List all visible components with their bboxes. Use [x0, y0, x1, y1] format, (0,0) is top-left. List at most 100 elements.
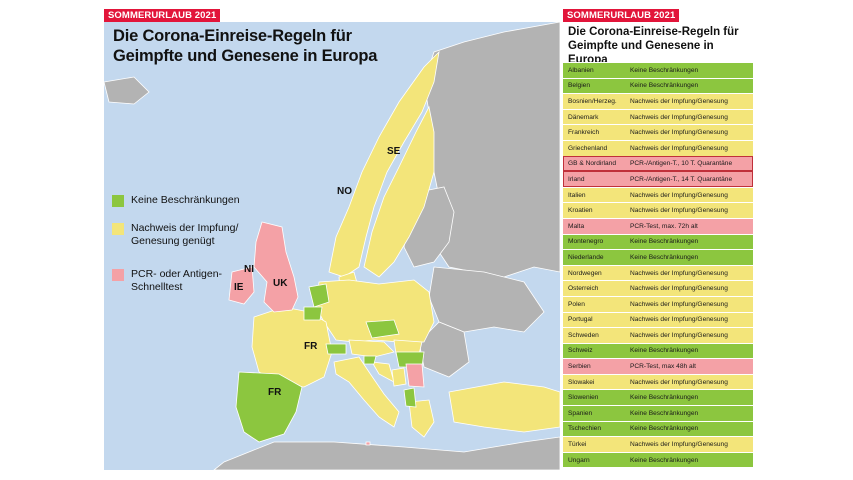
table-row: Nordwegen Nachweis der Impfung/Genesung	[563, 264, 753, 281]
label-uk: UK	[273, 278, 288, 289]
italy-shape	[333, 356, 400, 428]
montenegro-albania-shape	[403, 387, 417, 408]
row-country: Polen	[568, 300, 585, 308]
label-fr-north: FR	[304, 341, 318, 352]
header-tag-table: SOMMERURLAUB 2021	[563, 9, 680, 22]
row-rule: Nachweis der Impfung/Genesung	[630, 207, 728, 215]
row-country: Slowenien	[568, 394, 599, 402]
row-rule: Nachweis der Impfung/Genesung	[630, 300, 728, 308]
table-row: Spanien Keine Beschränkungen	[563, 405, 753, 421]
row-country: Schweiz	[568, 347, 593, 355]
row-country: Portugal	[568, 316, 593, 324]
switzerland-shape	[325, 343, 347, 355]
row-country: Montenegro	[568, 238, 604, 246]
europe-map: SE NO NI IE UK FR FR Die Corona-Einreise…	[104, 22, 560, 470]
france-shape	[251, 306, 333, 388]
row-country: GB & Nordirland	[568, 160, 617, 168]
row-rule: Nachweis der Impfung/Genesung	[630, 378, 728, 386]
label-se: SE	[387, 146, 401, 157]
czech-shape	[365, 319, 400, 339]
belgium-shape	[303, 306, 323, 321]
table-title: Die Corona-Einreise-Regeln für Geimpfte …	[568, 25, 753, 67]
legend-swatch-red	[112, 269, 124, 281]
legend-swatch-yellow	[112, 223, 124, 235]
row-country: Nordwegen	[568, 269, 602, 277]
row-country: Slowakei	[568, 378, 595, 386]
legend-label-red: PCR- oder Antigen-Schnelltest	[131, 268, 223, 293]
row-rule: Nachweis der Impfung/Genesung	[630, 316, 728, 324]
row-country: Dänemark	[568, 113, 599, 121]
row-country: Irland	[568, 175, 585, 183]
row-rule: Keine Beschränkungen	[630, 66, 699, 74]
row-country: Griechenland	[568, 144, 608, 152]
row-country: Türkei	[568, 441, 587, 449]
turkey-shape	[448, 381, 560, 433]
iceland-shape	[104, 76, 150, 105]
table-row: Italien Nachweis der Impfung/Genesung	[563, 186, 753, 203]
row-rule: PCR-/Antigen-T., 10 T. Quarantäne	[630, 160, 733, 168]
row-rule: Keine Beschränkungen	[630, 456, 699, 464]
row-rule: Nachweis der Impfung/Genesung	[630, 144, 728, 152]
table-row: Schweiz Keine Beschränkungen	[563, 342, 753, 359]
netherlands-shape	[308, 283, 330, 308]
africa-shape	[213, 436, 560, 470]
row-country: Ungarn	[568, 456, 590, 464]
slovenia-shape	[363, 355, 377, 365]
table-row: Schweden Nachweis der Impfung/Genesung	[563, 327, 753, 343]
row-rule: PCR-/Antigen-T., 14 T. Quarantäne	[630, 175, 733, 183]
row-rule: Keine Beschränkungen	[630, 253, 699, 261]
legend-label-yellow: Nachweis der Impfung/ Genesung genügt	[131, 222, 239, 247]
row-country: Malta	[568, 222, 585, 230]
table-row: Kroatien Nachweis der Impfung/Genesung	[563, 202, 753, 218]
croatia-shape	[371, 361, 395, 383]
table-row: Irland PCR-/Antigen-T., 14 T. Quarantäne	[563, 171, 753, 187]
table-row: Niederlande Keine Beschränkungen	[563, 249, 753, 265]
serbia-shape	[405, 363, 425, 388]
row-country: Frankreich	[568, 129, 600, 137]
table-row: Österreich Nachweis der Impfung/Genesung	[563, 280, 753, 296]
map-title-line2: Geimpfte und Genesene in Europa	[113, 47, 378, 65]
label-no: NO	[337, 186, 352, 197]
table-row: Belgien Keine Beschränkungen	[563, 77, 753, 94]
legend-item-yellow: Nachweis der Impfung/ Genesung genügt	[112, 222, 241, 248]
uk-shape	[253, 221, 299, 313]
legend-item-green: Keine Beschränkungen	[112, 194, 241, 207]
austria-shape	[348, 339, 395, 358]
norway-shape	[328, 50, 440, 278]
ukraine-shape	[428, 266, 545, 333]
spain-shape	[235, 371, 303, 443]
row-rule: Nachweis der Impfung/Genesung	[630, 113, 728, 121]
table-row: Dänemark Nachweis der Impfung/Genesung	[563, 108, 753, 125]
legend-swatch-green	[112, 195, 124, 207]
map-title: Die Corona-Einreise-Regeln für Geimpfte …	[113, 26, 377, 66]
row-rule: Keine Beschränkungen	[630, 82, 699, 90]
label-ie: IE	[234, 282, 244, 293]
malta-shape	[365, 441, 371, 446]
table-row: Frankreich Nachweis der Impfung/Genesung	[563, 124, 753, 140]
table-row: Ungarn Keine Beschränkungen	[563, 451, 753, 468]
legend-item-red: PCR- oder Antigen-Schnelltest	[112, 268, 241, 294]
row-country: Italien	[568, 191, 586, 199]
row-country: Schweden	[568, 331, 599, 339]
row-country: Kroatien	[568, 207, 593, 215]
row-rule: Keine Beschränkungen	[630, 394, 699, 402]
greece-shape	[408, 399, 435, 438]
table-row: Portugal Nachweis der Impfung/Genesung	[563, 311, 753, 328]
row-country: Serbien	[568, 363, 591, 371]
row-rule: Nachweis der Impfung/Genesung	[630, 331, 728, 339]
table-row: Serbien PCR-Test, max 48h alt	[563, 358, 753, 374]
row-rule: Keine Beschränkungen	[630, 425, 699, 433]
table-rows: Albanien Keine Beschränkungen Belgien Keine…	[563, 62, 753, 468]
table-row: Albanien Keine Beschränkungen	[563, 62, 753, 78]
label-ni: NI	[244, 264, 254, 275]
row-rule: Nachweis der Impfung/Genesung	[630, 269, 728, 277]
row-rule: Keine Beschränkungen	[630, 238, 699, 246]
row-country: Niederlande	[568, 253, 604, 261]
row-rule: Keine Beschränkungen	[630, 409, 699, 417]
table-row: Malta PCR-Test, max. 72h alt	[563, 217, 753, 234]
row-rule: Nachweis der Impfung/Genesung	[630, 129, 728, 137]
row-country: Tschechien	[568, 425, 601, 433]
row-country: Spanien	[568, 409, 593, 417]
row-rule: PCR-Test, max. 72h alt	[630, 222, 698, 230]
table-row: Griechenland Nachweis der Impfung/Genesun…	[563, 139, 753, 156]
